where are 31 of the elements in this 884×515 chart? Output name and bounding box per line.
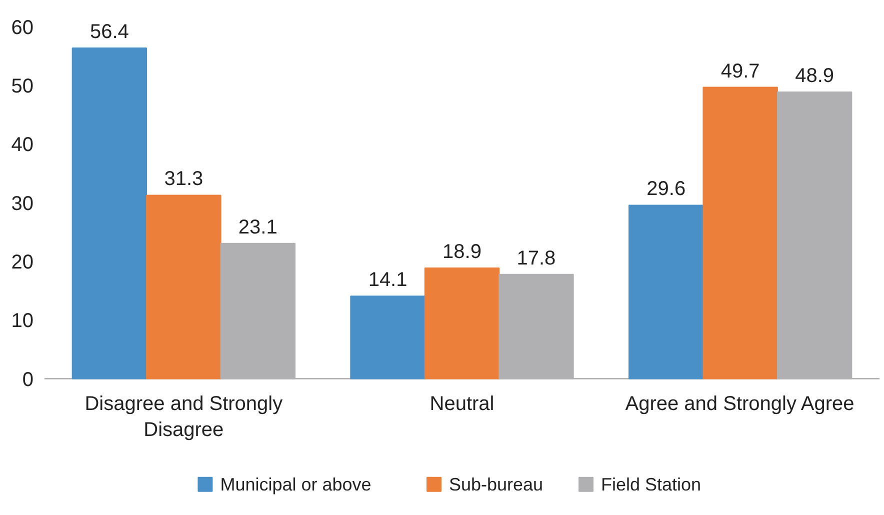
legend-label: Field Station	[601, 474, 702, 494]
data-label: 14.1	[368, 269, 408, 292]
data-label: 49.7	[720, 60, 760, 82]
y-tick-label: 10	[11, 310, 34, 332]
bar	[424, 267, 500, 380]
bar	[220, 242, 296, 380]
bar	[350, 296, 426, 380]
data-label: 23.1	[238, 216, 278, 238]
y-tick-label: 40	[11, 134, 34, 156]
data-label: 18.9	[442, 240, 482, 263]
data-label: 29.6	[646, 178, 686, 200]
bar	[628, 204, 704, 380]
data-label: 48.9	[795, 65, 834, 87]
bar	[146, 194, 222, 380]
x-tick-label: Agree and Strongly Agree	[625, 392, 854, 415]
bar	[776, 92, 852, 380]
legend-label: Municipal or above	[220, 474, 372, 494]
legend-label: Sub-bureau	[449, 474, 544, 494]
y-tick-label: 0	[22, 368, 34, 391]
y-tick-label: 50	[11, 76, 34, 98]
x-tick-label: Neutral	[430, 392, 494, 415]
data-label: 31.3	[164, 168, 204, 190]
y-tick-label: 30	[11, 192, 34, 215]
bar	[702, 86, 778, 380]
bar	[72, 48, 148, 380]
data-label: 17.8	[516, 247, 556, 270]
y-tick-label: 20	[11, 252, 34, 274]
y-tick-label: 60	[11, 16, 34, 39]
x-tick-label: Disagree and Strongly Disagree	[84, 392, 283, 442]
bar	[498, 274, 574, 380]
data-label: 56.4	[90, 21, 129, 44]
